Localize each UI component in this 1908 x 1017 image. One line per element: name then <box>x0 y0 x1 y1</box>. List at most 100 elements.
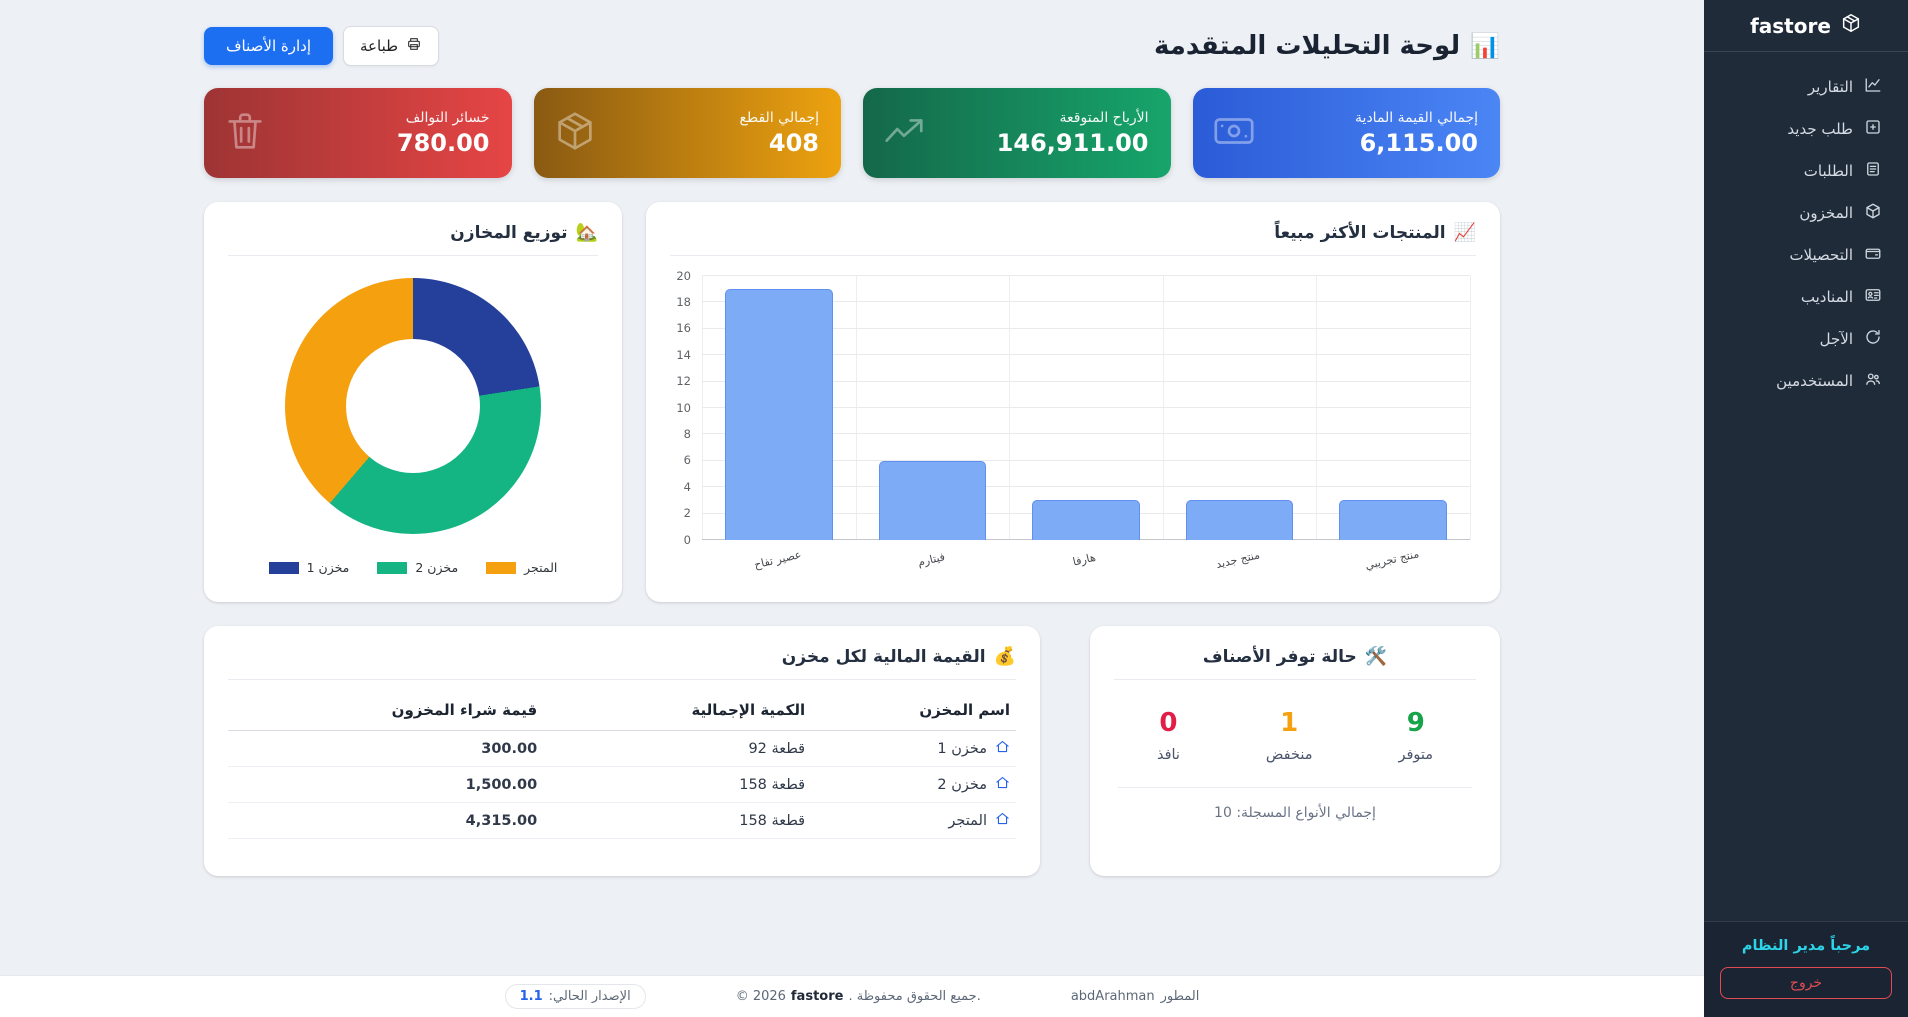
divider <box>1118 787 1472 788</box>
stat-label: الأرباح المتوقعة <box>1059 109 1149 126</box>
deferred-refresh-icon <box>1864 328 1882 350</box>
sidebar-item-users[interactable]: المستخدمين <box>1704 360 1908 402</box>
sidebar-item-deferred[interactable]: الآجل <box>1704 318 1908 360</box>
package-icon <box>552 108 598 158</box>
value-cell: 300.00 <box>228 730 544 767</box>
value-cell: 1,500.00 <box>228 766 544 803</box>
stat-value: 408 <box>768 128 819 157</box>
sidebar-item-collections[interactable]: التحصيلات <box>1704 234 1908 276</box>
reps-idcard-icon <box>1864 286 1882 308</box>
col-warehouse-name: اسم المخزن <box>811 690 1016 731</box>
stat-value: 6,115.00 <box>1359 128 1478 157</box>
category-label: منتج تجريبي <box>1363 547 1421 573</box>
warehouse-value-title: 💰 القيمة المالية لكل مخزن <box>228 646 1016 680</box>
trend-up-icon <box>881 108 927 158</box>
sidebar-item-label: الآجل <box>1819 330 1853 348</box>
table-header-row: اسم المخزن الكمية الإجمالية قيمة شراء ال… <box>228 690 1016 731</box>
sidebar-item-label: المناديب <box>1800 288 1853 306</box>
money-bag-emoji-icon: 💰 <box>993 646 1016 667</box>
bar-chart-y-axis: 0 2 4 6 8 10 12 14 16 18 20 <box>676 268 691 547</box>
warehouse-name-cell: مخزن 1 <box>817 739 1010 758</box>
category-label: فيتارم <box>916 550 946 570</box>
table-row: مخزن 1 92 قطعة 300.00 <box>228 730 1016 767</box>
sidebar-item-new-order[interactable]: طلب جديد <box>1704 108 1908 150</box>
low-count: 1 <box>1280 708 1299 738</box>
stat-value: 780.00 <box>396 128 490 157</box>
logout-button[interactable]: خروج <box>1720 967 1892 999</box>
top-products-title: 📈 المنتجات الأكثر مبيعاً <box>670 222 1476 256</box>
version-number: 1.1 <box>519 989 543 1004</box>
availability-card: 🛠️ حالة توفر الأصناف 9 متوفر 1 منخفض <box>1090 626 1500 876</box>
sidebar-nav: التقارير طلب جديد الطلبات المخزون التحصي… <box>1704 52 1908 402</box>
bar-test-product[interactable] <box>1339 500 1447 540</box>
quantity-cell: 158 قطعة <box>543 802 812 839</box>
trash-icon <box>222 108 268 158</box>
stat-card-total-pieces: إجمالي القطع 408 <box>533 88 841 178</box>
reports-chart-icon <box>1864 76 1882 98</box>
copyright: © 2026 fastore . جميع الحقوق محفوظة. <box>735 989 981 1004</box>
content-scroll-area: 📊 لوحة التحليلات المتقدمة طباعة إدارة ال… <box>204 26 1500 876</box>
availability-stats: 9 متوفر 1 منخفض 0 نافذ <box>1114 708 1476 763</box>
stat-label: إجمالي القطع <box>739 109 819 126</box>
stat-value: 146,911.00 <box>996 128 1149 157</box>
bar-column <box>702 276 856 540</box>
sidebar-item-label: الطلبات <box>1803 162 1853 180</box>
header-actions: طباعة إدارة الأصناف <box>204 26 440 66</box>
legend-item-warehouse-1: مخزن 1 <box>268 560 349 575</box>
top-products-chart-card: 📈 المنتجات الأكثر مبيعاً 0 2 4 6 8 10 12 14 16 18… <box>646 202 1500 602</box>
donut-chart[interactable] <box>285 278 541 534</box>
welcome-message: مرحباً مدير النظام <box>1741 938 1871 954</box>
charts-row: 📈 المنتجات الأكثر مبيعاً 0 2 4 6 8 10 12 14 16 18… <box>204 202 1500 602</box>
house-emoji-icon: 🏡 <box>575 222 598 243</box>
bottom-row: 🛠️ حالة توفر الأصناف 9 متوفر 1 منخفض <box>204 626 1500 876</box>
main-area: 📊 لوحة التحليلات المتقدمة طباعة إدارة ال… <box>0 26 1704 1017</box>
developer-name: abdArahman <box>1070 989 1155 1004</box>
col-purchase-value: قيمة شراء المخزون <box>228 690 544 731</box>
legend-swatch <box>486 561 517 574</box>
category-label: عصير تفاح <box>752 547 803 572</box>
chart-increasing-emoji-icon: 📈 <box>1453 222 1476 243</box>
warehouse-distribution-title: 🏡 توزيع المخازن <box>228 222 598 256</box>
warehouse-name-cell: مخزن 2 <box>817 775 1010 794</box>
inventory-box-icon <box>1864 202 1882 224</box>
manage-items-button[interactable]: إدارة الأصناف <box>204 27 333 65</box>
sidebar-footer: مرحباً مدير النظام خروج <box>1704 921 1908 1017</box>
quantity-cell: 158 قطعة <box>543 766 812 803</box>
bar-product-2[interactable] <box>878 460 987 540</box>
page-title: 📊 لوحة التحليلات المتقدمة <box>1154 31 1500 61</box>
house-icon <box>995 739 1010 758</box>
donut-hole <box>346 339 480 473</box>
brand-logo: fastore <box>1704 0 1908 52</box>
tools-emoji-icon: 🛠️ <box>1364 646 1388 667</box>
sidebar-item-reps[interactable]: المناديب <box>1704 276 1908 318</box>
category-label: منتج جديد <box>1215 548 1262 571</box>
sidebar-item-orders[interactable]: الطلبات <box>1704 150 1908 192</box>
sidebar-item-label: التحصيلات <box>1789 246 1853 264</box>
stat-cards-row: إجمالي القيمة المادية 6,115.00 الأرباح ا… <box>204 88 1500 178</box>
available-count: 9 <box>1406 708 1425 738</box>
sidebar-item-reports[interactable]: التقارير <box>1704 66 1908 108</box>
brand-name: fastore <box>1750 13 1831 38</box>
stat-card-damage-losses: خسائر التوالف 780.00 <box>204 88 512 178</box>
availability-available: 9 متوفر <box>1398 708 1434 763</box>
bar-chart-bars <box>702 276 1470 540</box>
sidebar-item-label: المخزون <box>1799 204 1853 222</box>
print-button[interactable]: طباعة <box>343 26 440 66</box>
bar-apple-juice[interactable] <box>725 289 833 540</box>
col-total-quantity: الكمية الإجمالية <box>543 690 812 731</box>
bar-product-3[interactable] <box>1032 500 1140 540</box>
house-icon <box>995 775 1010 794</box>
page-header: 📊 لوحة التحليلات المتقدمة طباعة إدارة ال… <box>204 26 1500 66</box>
house-icon <box>995 811 1010 830</box>
version-badge: الإصدار الحالي: 1.1 <box>504 984 646 1009</box>
legend-swatch <box>377 561 408 574</box>
sidebar-item-inventory[interactable]: المخزون <box>1704 192 1908 234</box>
users-icon <box>1864 370 1882 392</box>
table-row: المتجر 158 قطعة 4,315.00 <box>228 802 1016 839</box>
donut-legend: مخزن 1 مخزن 2 المتجر <box>228 560 598 575</box>
developer-credit: المطور abdArahman <box>1070 989 1200 1004</box>
bar-new-product[interactable] <box>1185 500 1294 540</box>
availability-low: 1 منخفض <box>1265 708 1313 763</box>
table-row: مخزن 2 158 قطعة 1,500.00 <box>228 766 1016 803</box>
bar-chart-plot <box>702 275 1471 540</box>
